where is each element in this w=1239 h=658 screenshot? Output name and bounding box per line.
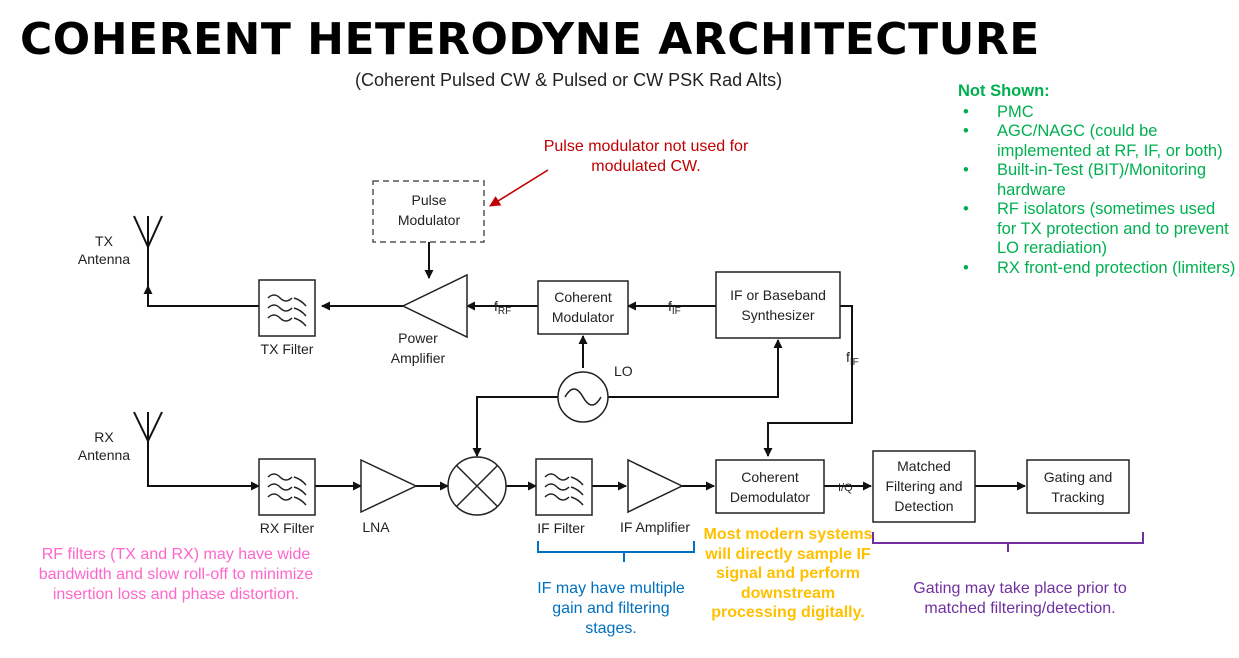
rx-antenna-label-1: RX xyxy=(94,429,114,445)
pulse-modulator-label-2: Modulator xyxy=(398,212,461,228)
rx-antenna-to-filter-wire xyxy=(147,441,260,491)
if-filter-icon xyxy=(535,458,593,516)
f-if-top-label: fIF xyxy=(668,298,681,317)
pulse-modulator-note: Pulse modulator not used for modulated C… xyxy=(543,138,749,175)
if-stage-brace xyxy=(537,541,695,562)
not-shown-item: PMC xyxy=(958,103,1238,123)
synthesizer-block xyxy=(715,271,841,339)
lna-icon xyxy=(360,458,418,514)
gating-tracking-block xyxy=(1026,459,1130,514)
lo-label: LO xyxy=(614,363,633,379)
if-filter-label: IF Filter xyxy=(537,520,585,536)
rx-antenna-label-2: Antenna xyxy=(78,447,130,463)
iq-label: I/Q xyxy=(838,482,853,494)
gating-brace xyxy=(872,532,1144,552)
coherent-modulator-block xyxy=(537,280,629,335)
synthesizer-label-1: IF or Baseband xyxy=(730,287,826,303)
gating-note: Gating may take place prior to matched f… xyxy=(913,580,1127,617)
not-shown-header: Not Shown: xyxy=(958,82,1050,100)
not-shown-list: PMC AGC/NAGC (could be implemented at RF… xyxy=(958,103,1238,279)
matched-filtering-label-1: Matched xyxy=(897,458,951,474)
rf-filter-note: RF filters (TX and RX) may have wide ban… xyxy=(38,546,314,603)
not-shown-item: AGC/NAGC (could be implemented at RF, IF… xyxy=(958,122,1238,161)
not-shown-item: RX front-end protection (limiters) xyxy=(958,259,1238,279)
rx-filter-label: RX Filter xyxy=(260,520,315,536)
f-if-right-label: fIF xyxy=(846,349,859,368)
lo-to-mixer-wire xyxy=(472,396,558,457)
if-stages-note: IF may have multiple gain and filtering … xyxy=(537,580,685,637)
matched-filtering-label-2: Filtering and xyxy=(885,478,962,494)
if-amplifier-icon xyxy=(627,458,684,514)
power-amplifier-label-1: Power xyxy=(398,330,438,346)
pulse-modulator-label-1: Pulse xyxy=(411,192,446,208)
coherent-demodulator-label-2: Demodulator xyxy=(730,489,810,505)
mixer-icon xyxy=(447,456,507,516)
lo-oscillator-icon xyxy=(557,371,609,423)
tx-filter-icon xyxy=(258,279,316,337)
rx-antenna-icon xyxy=(133,411,163,444)
not-shown-item: RF isolators (sometimes used for TX prot… xyxy=(958,200,1238,259)
synthesizer-label-2: Synthesizer xyxy=(741,307,814,323)
coherent-modulator-label-2: Modulator xyxy=(552,309,615,325)
pulse-note-arrow xyxy=(489,169,549,207)
not-shown-item: Built-in-Test (BIT)/Monitoring hardware xyxy=(958,161,1238,200)
page-subtitle: (Coherent Pulsed CW & Pulsed or CW PSK R… xyxy=(355,70,783,90)
gating-tracking-label-1: Gating and xyxy=(1044,469,1113,485)
modern-systems-note: Most modern systems will directly sample… xyxy=(703,526,873,621)
matched-filtering-block xyxy=(872,450,976,523)
coherent-demodulator-block xyxy=(715,459,825,514)
synth-to-demod-wire xyxy=(763,305,853,457)
power-amplifier-icon xyxy=(401,273,468,339)
coherent-demodulator-label-1: Coherent xyxy=(741,469,799,485)
lo-to-synth-wire xyxy=(608,339,783,398)
tx-antenna-icon xyxy=(133,215,163,250)
if-amplifier-label: IF Amplifier xyxy=(620,519,690,535)
f-rf-label: fRF xyxy=(494,298,511,317)
matched-filtering-label-3: Detection xyxy=(894,498,953,514)
pulse-modulator-block xyxy=(372,180,485,243)
coherent-modulator-label-1: Coherent xyxy=(554,289,612,305)
page-title: COHERENT HETERODYNE ARCHITECTURE xyxy=(20,14,1040,65)
gating-tracking-label-2: Tracking xyxy=(1051,489,1104,505)
tx-antenna-label-1: TX xyxy=(95,233,114,249)
tx-antenna-label-2: Antenna xyxy=(78,251,130,267)
rx-filter-icon xyxy=(258,458,316,516)
power-amplifier-label-2: Amplifier xyxy=(391,350,446,366)
tx-filter-label: TX Filter xyxy=(261,341,314,357)
not-shown-panel: Not Shown: PMC AGC/NAGC (could be implem… xyxy=(958,82,1238,278)
lna-label: LNA xyxy=(362,519,390,535)
